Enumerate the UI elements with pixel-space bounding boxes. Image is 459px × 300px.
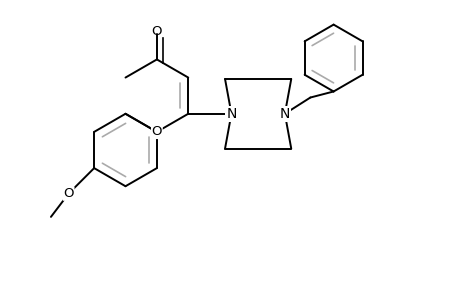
Text: N: N	[279, 107, 290, 121]
Text: N: N	[226, 107, 236, 121]
Text: O: O	[151, 125, 162, 138]
Text: O: O	[63, 187, 74, 200]
Text: O: O	[151, 25, 162, 38]
